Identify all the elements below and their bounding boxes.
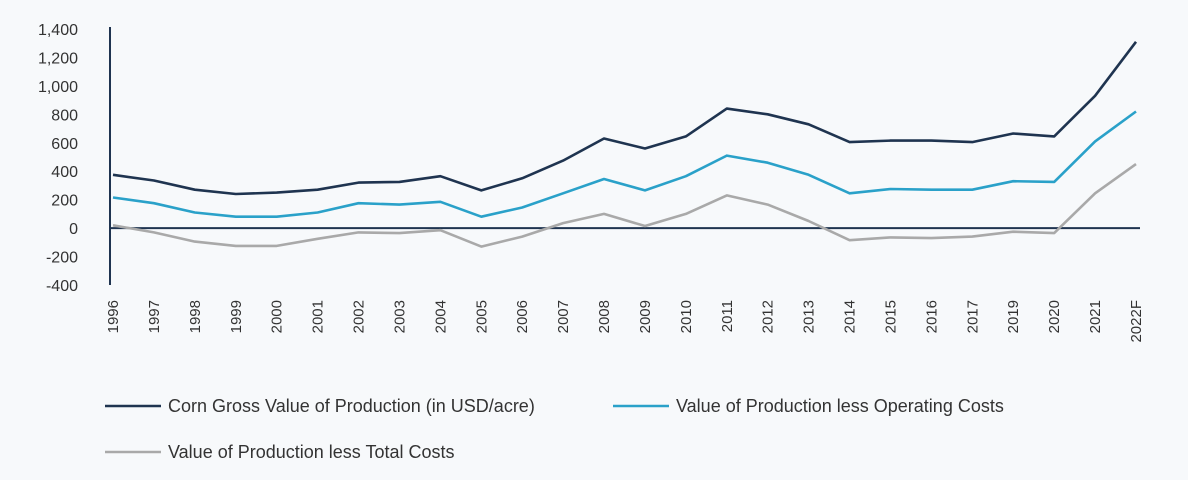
legend-label-1: Corn Gross Value of Production (in USD/a… <box>168 396 535 416</box>
legend: Corn Gross Value of Production (in USD/a… <box>105 396 1004 462</box>
x-tick-label: 2015 <box>882 300 899 333</box>
series-line-3 <box>112 163 1137 248</box>
x-tick-label: 2017 <box>964 300 981 333</box>
x-tick-label: 2008 <box>596 300 613 333</box>
y-tick-label: 1,400 <box>38 22 78 39</box>
y-tick-label: 0 <box>69 221 78 238</box>
x-axis: 1996 1997 1998 1999 2000 2001 2002 2003 2004 2005… <box>105 300 1145 343</box>
x-tick-label: 2020 <box>1046 300 1063 333</box>
y-tick-label: -200 <box>46 250 78 267</box>
x-tick-label: 1996 <box>105 300 122 333</box>
x-tick-label: 2004 <box>432 300 449 333</box>
x-tick-label: 1999 <box>228 300 245 333</box>
x-tick-label: 2002 <box>351 300 368 333</box>
legend-label-3: Value of Production less Total Costs <box>168 442 455 462</box>
x-tick-label: 2012 <box>760 300 777 333</box>
x-tick-label: 2011 <box>719 300 736 332</box>
x-tick-label: 2009 <box>637 300 654 333</box>
y-tick-label: -400 <box>46 278 78 295</box>
x-tick-label: 2013 <box>801 300 818 333</box>
y-tick-label: 1,000 <box>38 79 78 96</box>
x-tick-label: 2014 <box>842 300 859 333</box>
x-tick-label: 2005 <box>473 300 490 333</box>
legend-label-2: Value of Production less Operating Costs <box>676 396 1004 416</box>
x-tick-label: 2010 <box>678 300 695 333</box>
x-tick-label: 2007 <box>555 300 572 333</box>
y-tick-label: 400 <box>51 164 78 181</box>
x-tick-label: 2003 <box>391 300 408 333</box>
y-tick-label: 200 <box>51 193 78 210</box>
x-tick-label: 2006 <box>514 300 531 333</box>
series-line-1 <box>112 41 1138 196</box>
x-tick-label: 2022F <box>1128 300 1145 343</box>
x-tick-label: 1998 <box>187 300 204 333</box>
y-tick-label: 800 <box>51 107 78 124</box>
y-tick-label: 1,200 <box>38 50 78 67</box>
x-tick-label: 2021 <box>1087 300 1104 333</box>
series-line-2 <box>112 110 1137 218</box>
x-tick-label: 2016 <box>923 300 940 333</box>
series-lines <box>112 41 1138 248</box>
x-tick-label: 2000 <box>269 300 286 333</box>
y-tick-label: 600 <box>51 136 78 153</box>
x-tick-label: 1997 <box>146 300 163 333</box>
x-tick-label: 2019 <box>1005 300 1022 333</box>
y-axis: 1,400 1,200 1,000 800 600 400 200 0 -200 -400 <box>38 22 111 295</box>
x-tick-label: 2001 <box>310 300 327 333</box>
